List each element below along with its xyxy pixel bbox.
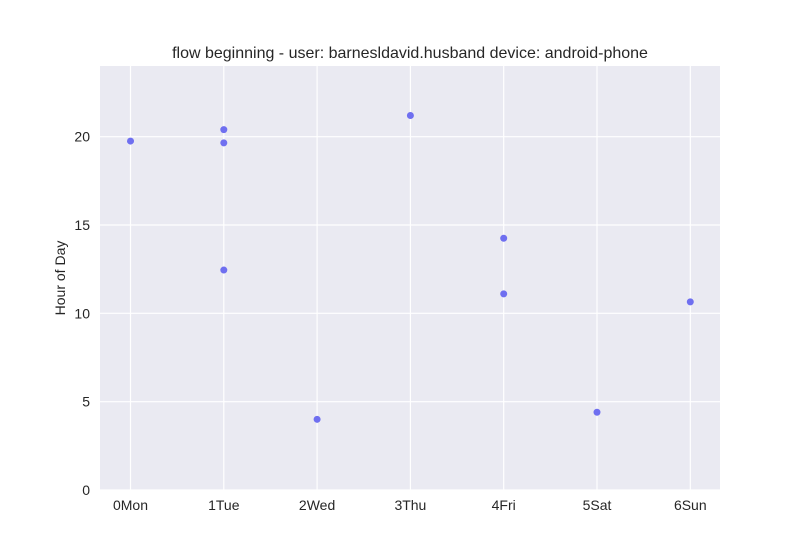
x-tick-label: 2Wed (299, 497, 335, 513)
y-tick-label: 5 (82, 394, 90, 410)
x-tick-label: 3Thu (394, 497, 426, 513)
y-tick-labels: 0 5 10 15 20 (74, 129, 90, 498)
data-point (220, 266, 228, 274)
y-tick-label: 0 (82, 482, 90, 498)
x-tick-label: 4Fri (492, 497, 516, 513)
y-axis-label: Hour of Day (52, 241, 68, 316)
x-tick-label: 5Sat (583, 497, 612, 513)
data-point (313, 415, 321, 423)
y-gridlines (100, 136, 720, 491)
data-points (127, 111, 694, 423)
y-tick-label: 15 (74, 217, 90, 233)
data-point (500, 234, 508, 242)
data-point (127, 137, 134, 145)
data-point (406, 111, 414, 119)
x-tick-label: 6Sun (674, 497, 707, 513)
chart-title: flow beginning - user: barnesldavid.husb… (172, 45, 648, 62)
data-point (593, 408, 601, 416)
data-point (500, 290, 508, 298)
data-point (220, 126, 228, 134)
y-tick-label: 20 (74, 129, 90, 145)
data-point (686, 298, 694, 306)
x-tick-label: 1Tue (208, 497, 240, 513)
x-tick-labels: 0Mon 1Tue 2Wed 3Thu 4Fri 5Sat 6Sun (113, 497, 707, 513)
y-tick-label: 10 (74, 305, 90, 321)
data-point (220, 139, 228, 147)
x-tick-label: 0Mon (113, 497, 148, 513)
